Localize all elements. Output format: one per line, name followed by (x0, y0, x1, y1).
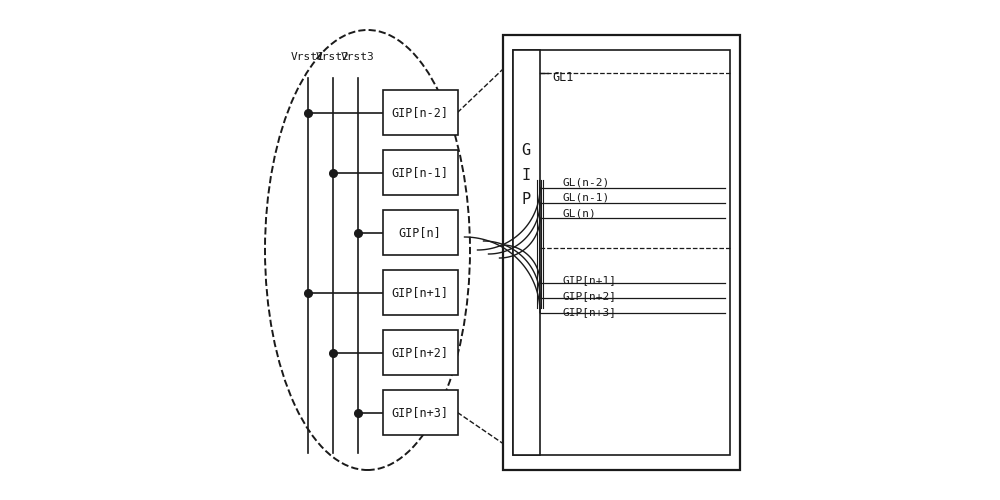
Bar (512, 50, 730, 455)
Text: GIP[n-2]: GIP[n-2] (392, 106, 448, 119)
Bar (503, 35, 740, 470)
Text: GIP[n+1]: GIP[n+1] (392, 286, 448, 299)
Text: GL(n-2): GL(n-2) (562, 178, 610, 188)
Text: GIP[n-1]: GIP[n-1] (392, 166, 448, 179)
Text: GL(n): GL(n) (562, 209, 596, 219)
Text: GIP[n+3]: GIP[n+3] (562, 307, 616, 317)
Text: Vrst2: Vrst2 (316, 52, 349, 62)
Bar (382, 150, 458, 195)
Text: GIP[n+2]: GIP[n+2] (392, 346, 448, 359)
Bar (382, 90, 458, 135)
Text: GIP[n]: GIP[n] (399, 226, 441, 239)
Text: GIP[n+2]: GIP[n+2] (562, 291, 616, 301)
Bar (512, 50, 540, 455)
Text: GIP[n+1]: GIP[n+1] (562, 275, 616, 285)
Bar (382, 330, 458, 375)
Text: GIP[n+3]: GIP[n+3] (392, 406, 448, 419)
Text: GL1: GL1 (552, 71, 574, 84)
Text: G
I
P: G I P (522, 143, 531, 207)
Bar (382, 270, 458, 315)
Text: Vrst3: Vrst3 (341, 52, 374, 62)
Text: Vrst1: Vrst1 (291, 52, 324, 62)
Bar (382, 210, 458, 255)
Text: GL(n-1): GL(n-1) (562, 192, 610, 202)
Bar (382, 390, 458, 435)
